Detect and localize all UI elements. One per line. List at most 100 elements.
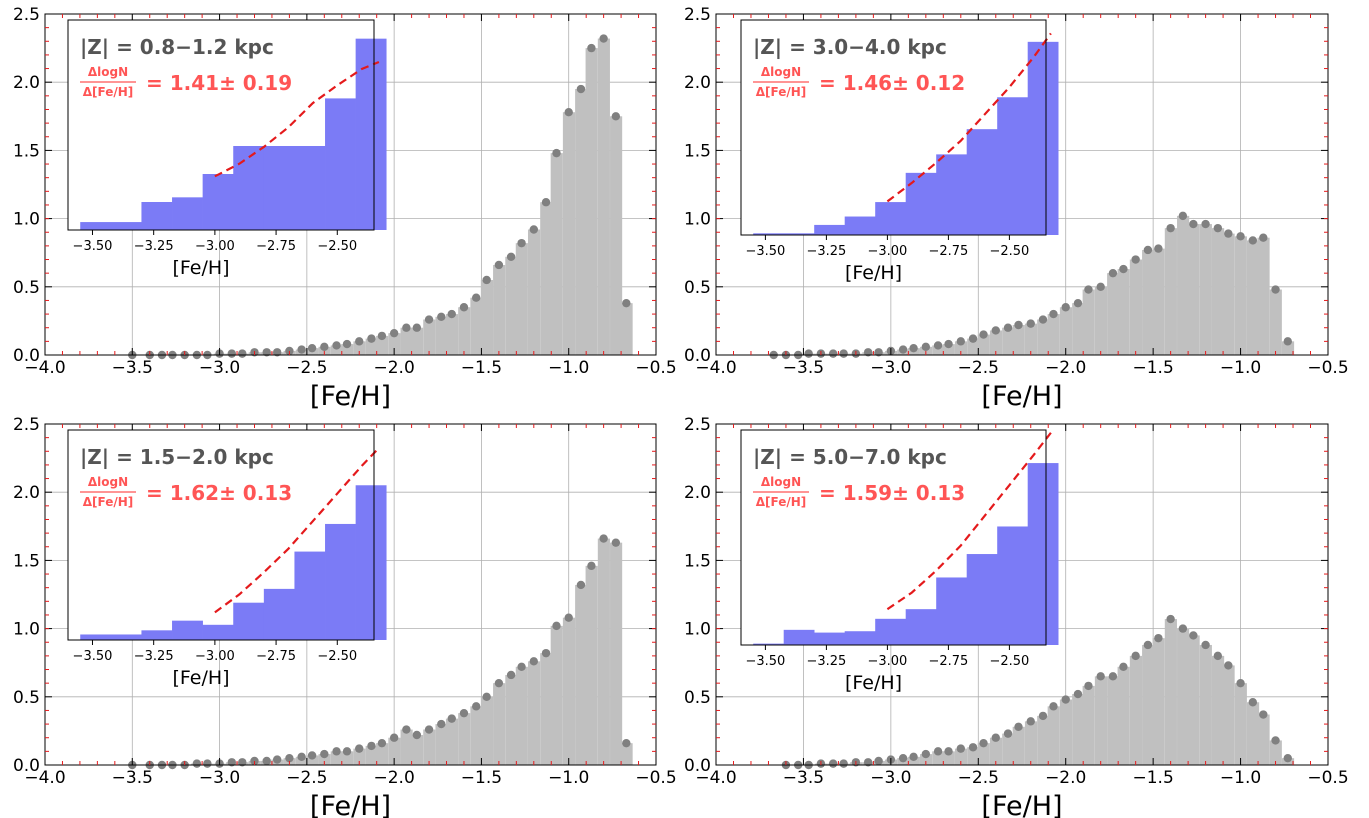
data-point <box>1271 736 1280 745</box>
data-point <box>192 759 202 768</box>
histogram-bar <box>1234 236 1247 355</box>
inset-bar <box>905 172 937 235</box>
data-point <box>332 341 341 350</box>
y-tick-label: 0.5 <box>13 688 40 708</box>
data-point <box>307 751 317 760</box>
x-tick-label: −3.5 <box>112 358 153 378</box>
data-point <box>1143 245 1153 255</box>
histogram-bar <box>932 751 945 765</box>
inset-x-label: [Fe/H] <box>172 667 229 689</box>
data-point <box>933 341 943 350</box>
histogram-bar <box>400 729 413 765</box>
histogram-bar <box>954 748 968 765</box>
x-tick-label: −3.0 <box>870 358 911 378</box>
x-tick-label: −3.5 <box>783 768 824 788</box>
histogram-bar <box>610 116 623 355</box>
zone-label: |Z| = 0.8−1.2 kpc <box>80 35 274 59</box>
histogram-bar <box>400 327 413 355</box>
data-point <box>1283 753 1292 763</box>
histogram-bar <box>1037 319 1050 355</box>
data-point <box>828 759 838 768</box>
histogram-bar <box>1002 327 1015 355</box>
data-point <box>471 293 481 302</box>
inset-bar <box>966 129 998 235</box>
data-point <box>1119 264 1128 274</box>
data-point <box>1224 229 1233 238</box>
histogram-bar <box>493 683 506 765</box>
fraction-denominator: Δ[Fe/H] <box>83 85 134 99</box>
data-point <box>238 349 247 358</box>
inset-tick-label: −3.50 <box>73 649 113 664</box>
y-tick-label: 1.0 <box>13 620 40 640</box>
data-point <box>1248 698 1258 707</box>
histogram-bar <box>1142 249 1155 355</box>
x-tick-label: −0.5 <box>1307 768 1348 788</box>
y-tick-label: 1.0 <box>684 620 711 640</box>
x-tick-label: −2.0 <box>374 358 415 378</box>
x-tick-label: −3.0 <box>870 768 911 788</box>
histogram-bar <box>493 264 506 355</box>
histogram-bar <box>515 666 528 765</box>
histogram-bar <box>1012 726 1025 765</box>
data-point <box>517 662 526 671</box>
data-point <box>1131 651 1140 661</box>
data-point <box>1213 223 1223 233</box>
histogram-bar <box>1164 619 1177 765</box>
data-point <box>1201 219 1210 229</box>
histogram-bar <box>575 89 588 356</box>
histogram-bar <box>989 737 1003 765</box>
data-point <box>1108 268 1118 278</box>
histogram-bar <box>388 737 401 765</box>
data-point <box>909 343 918 353</box>
inset-bar <box>294 551 326 640</box>
x-tick-label: −2.0 <box>374 768 415 788</box>
histogram-bar <box>458 713 471 765</box>
data-point <box>459 708 469 718</box>
histogram-bar <box>919 754 933 765</box>
data-point <box>541 648 551 658</box>
x-tick-label: −0.5 <box>1307 358 1348 378</box>
data-point <box>599 34 608 43</box>
x-tick-label: −1.0 <box>1220 358 1261 378</box>
data-point <box>320 342 329 352</box>
slope-value: = 1.46± 0.12 <box>819 71 965 95</box>
histogram-bar <box>942 344 955 355</box>
inset-bar <box>202 174 234 230</box>
fraction-numerator: ΔlogN <box>761 475 801 489</box>
histogram-bar <box>1142 644 1155 765</box>
histogram-bar <box>458 307 471 355</box>
data-point <box>1166 223 1175 233</box>
data-point <box>402 323 411 332</box>
inset-tick-label: −2.50 <box>317 239 357 254</box>
inset-bar <box>80 222 142 230</box>
fit-line <box>214 60 380 178</box>
data-point <box>552 621 561 631</box>
y-tick-label: 0.0 <box>684 756 711 776</box>
data-point <box>529 657 538 666</box>
data-point <box>285 346 294 356</box>
histogram-bar <box>1152 248 1165 355</box>
data-point <box>622 298 631 308</box>
histogram-bar <box>967 747 980 765</box>
inset-bar <box>814 632 845 645</box>
data-point <box>262 348 271 357</box>
data-point <box>447 309 456 319</box>
histogram-bar <box>505 256 518 355</box>
data-point <box>1026 319 1035 328</box>
inset-tick-label: −3.50 <box>745 654 785 669</box>
inset-x-label: [Fe/H] <box>172 257 229 279</box>
data-point <box>1224 661 1233 670</box>
data-point <box>272 348 282 357</box>
data-point <box>1084 285 1093 294</box>
data-point <box>1259 710 1268 719</box>
x-tick-label: −2.5 <box>286 358 327 378</box>
slope-value: = 1.62± 0.13 <box>146 481 292 505</box>
data-point <box>459 303 469 312</box>
data-point <box>367 334 376 343</box>
histogram-bar <box>597 538 610 765</box>
inset-bar <box>80 634 142 640</box>
data-point <box>1166 614 1175 624</box>
data-point <box>979 330 988 339</box>
x-axis-label: [Fe/H] <box>310 791 391 818</box>
histogram-bar <box>620 743 633 765</box>
